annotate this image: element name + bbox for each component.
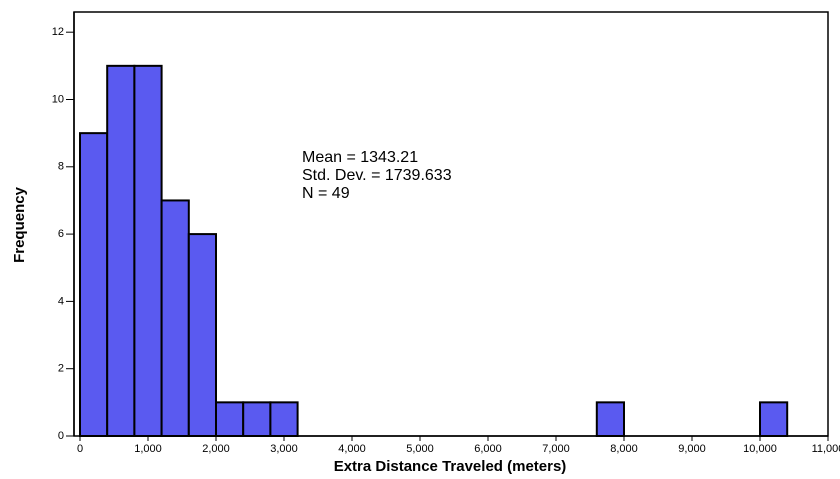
bar	[133, 64, 163, 437]
bar	[160, 199, 190, 437]
x-tick-label: 2,000	[202, 443, 230, 455]
y-tick-label: 12	[52, 26, 64, 38]
y-tick-label: 10	[52, 93, 64, 105]
bar	[595, 401, 625, 438]
x-tick-label: 6,000	[474, 443, 502, 455]
x-tick-label: 5,000	[406, 443, 434, 455]
x-tick-label: 1,000	[134, 443, 162, 455]
bar	[106, 64, 136, 437]
bar	[242, 401, 272, 438]
x-tick-label: 9,000	[678, 443, 706, 455]
annotation: Std. Dev. = 1739.633	[302, 167, 452, 184]
x-tick-label: 10,000	[743, 443, 777, 455]
bar	[269, 401, 299, 438]
annotation: N = 49	[302, 185, 350, 202]
x-tick-label: 3,000	[270, 443, 298, 455]
y-tick-label: 6	[58, 228, 64, 240]
bar	[759, 401, 789, 438]
x-axis-title: Extra Distance Traveled (meters)	[334, 458, 567, 475]
y-tick-label: 4	[58, 295, 64, 307]
bar	[187, 233, 218, 437]
x-tick-label: 4,000	[338, 443, 366, 455]
y-tick-label: 0	[58, 430, 64, 442]
y-tick-label: 2	[58, 363, 64, 375]
x-tick-label: 7,000	[542, 443, 570, 455]
x-tick-label: 11,000	[812, 443, 840, 455]
x-tick-label: 0	[77, 443, 83, 455]
y-axis-title: Frequency	[11, 186, 28, 263]
bar	[79, 132, 109, 437]
annotation: Mean = 1343.21	[302, 149, 418, 166]
x-tick-label: 8,000	[610, 443, 638, 455]
y-tick-label: 8	[58, 161, 64, 173]
bar	[215, 401, 245, 438]
